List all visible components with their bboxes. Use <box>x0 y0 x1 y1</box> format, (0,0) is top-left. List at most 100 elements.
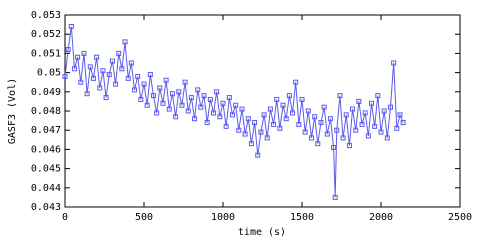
data-point <box>173 114 179 120</box>
x-tick-label: 2000 <box>369 212 393 223</box>
data-point <box>337 93 343 99</box>
data-point <box>277 125 283 131</box>
data-point <box>362 110 368 116</box>
data-point <box>125 75 131 81</box>
data-point <box>332 194 338 200</box>
data-point <box>359 121 365 127</box>
data-point <box>179 102 185 108</box>
data-point <box>242 131 248 137</box>
data-point <box>128 60 134 66</box>
data-point <box>394 125 400 131</box>
data-point <box>201 93 207 99</box>
data-point <box>258 129 264 135</box>
data-point <box>176 89 182 95</box>
y-tick-label: 0.048 <box>31 106 61 117</box>
data-point <box>141 81 147 87</box>
data-point <box>356 98 362 104</box>
data-point <box>75 54 81 60</box>
data-point <box>318 120 324 126</box>
y-tick-label: 0.045 <box>31 164 61 175</box>
data-point <box>236 127 242 133</box>
x-tick-label: 1000 <box>211 212 235 223</box>
data-point <box>321 104 327 110</box>
data-point <box>343 112 349 118</box>
data-point <box>135 73 141 79</box>
data-point <box>94 54 100 60</box>
data-point <box>223 123 229 129</box>
data-point <box>397 112 403 118</box>
data-point <box>220 100 226 106</box>
data-point <box>169 91 175 97</box>
data-point <box>78 79 84 85</box>
data-point <box>71 66 77 72</box>
data-point <box>384 135 390 141</box>
data-point <box>229 112 235 118</box>
data-point <box>214 89 220 95</box>
data-point <box>122 39 128 45</box>
data-point <box>302 129 308 135</box>
data-point <box>100 68 106 74</box>
y-tick-label: 0.043 <box>31 202 61 213</box>
data-point <box>248 141 254 147</box>
data-point <box>391 60 397 66</box>
data-point <box>283 116 289 122</box>
data-point <box>340 135 346 141</box>
data-point <box>293 79 299 85</box>
y-tick-label: 0.051 <box>31 48 61 59</box>
data-point <box>185 108 191 114</box>
data-point <box>87 64 93 70</box>
x-axis-label: time (s) <box>238 227 286 238</box>
data-line <box>64 26 404 198</box>
x-tick-label: 1500 <box>290 212 314 223</box>
data-point <box>299 96 305 102</box>
data-point <box>68 24 74 30</box>
data-point <box>147 72 153 78</box>
data-point <box>245 116 251 122</box>
data-point <box>97 85 103 91</box>
data-point <box>166 106 172 112</box>
data-point <box>312 114 318 120</box>
data-point <box>331 144 337 150</box>
data-point <box>271 121 277 127</box>
data-point <box>387 104 393 110</box>
y-tick-label: 0.044 <box>31 183 61 194</box>
data-point <box>378 129 384 135</box>
data-point <box>286 93 292 99</box>
y-tick-label: 0.05 <box>37 68 61 79</box>
data-point <box>204 120 210 126</box>
data-point <box>305 108 311 114</box>
data-point <box>233 102 239 108</box>
data-point <box>226 95 232 101</box>
data-point <box>132 87 138 93</box>
data-point <box>119 66 125 72</box>
x-tick-label: 0 <box>62 212 68 223</box>
data-point <box>163 77 169 83</box>
data-point <box>350 106 356 112</box>
data-point <box>195 87 201 93</box>
data-point <box>255 152 261 158</box>
data-point <box>346 143 352 149</box>
data-point <box>400 120 406 126</box>
y-tick-label: 0.046 <box>31 144 61 155</box>
data-point <box>160 100 166 106</box>
data-point <box>144 102 150 108</box>
data-point <box>261 112 267 118</box>
y-tick-label: 0.053 <box>31 10 61 21</box>
data-point <box>280 102 286 108</box>
data-point <box>211 110 217 116</box>
data-point <box>296 121 302 127</box>
data-point <box>207 96 213 102</box>
data-point <box>192 116 198 122</box>
data-point <box>103 95 109 101</box>
data-point <box>369 100 375 106</box>
data-point <box>217 114 223 120</box>
data-point <box>109 58 115 64</box>
y-tick-label: 0.052 <box>31 29 61 40</box>
data-point <box>324 131 330 137</box>
y-tick-label: 0.049 <box>31 87 61 98</box>
y-axis-label: GASF3 (Vol) <box>7 78 18 144</box>
data-point <box>239 106 245 112</box>
data-point <box>381 108 387 114</box>
data-point <box>62 73 68 79</box>
